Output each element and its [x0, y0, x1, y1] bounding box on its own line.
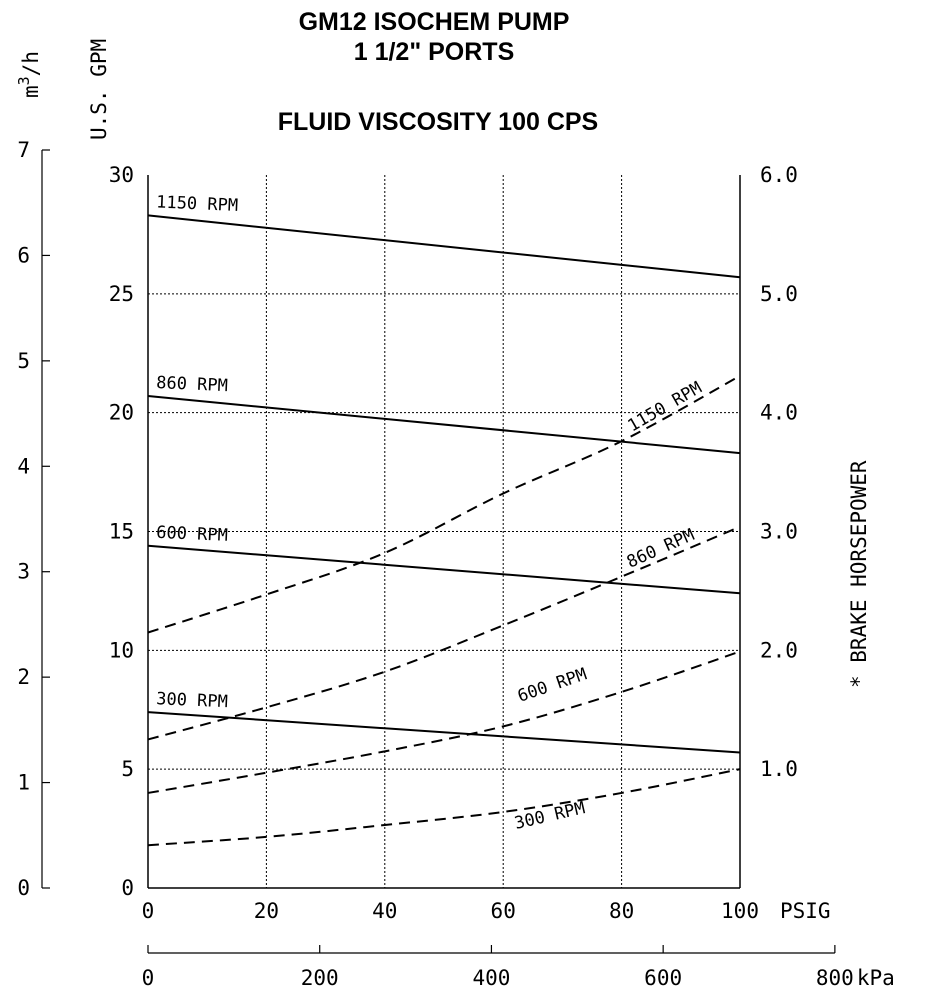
metric-tick-label: 5	[17, 349, 30, 373]
flow-line-1150-rpm	[147, 214, 741, 279]
kpa-unit-label: kPa	[857, 966, 895, 990]
x-tick-label: 20	[254, 899, 279, 923]
y-left-tick-label: 20	[109, 401, 134, 425]
chart-title-line-1: GM12 ISOCHEM PUMP	[299, 8, 570, 36]
y-right-tick-label: 2.0	[760, 638, 798, 662]
chart-title-line-3: FLUID VISCOSITY 100 CPS	[278, 108, 598, 136]
metric-tick-label: 1	[17, 771, 30, 795]
x-tick-label: 40	[372, 899, 397, 923]
metric-tick-label: 7	[17, 138, 30, 162]
chart-title-line-2: 1 1/2" PORTS	[354, 38, 515, 66]
kpa-tick-label: 800	[816, 966, 854, 990]
hp-curve-300-rpm	[147, 768, 741, 847]
x-tick-label: 100	[721, 899, 759, 923]
y-right-tick-label: 5.0	[760, 282, 798, 306]
metric-tick-label: 2	[17, 665, 30, 689]
y-left-tick-label: 5	[121, 757, 134, 781]
x-axis-unit-label: PSIG	[780, 899, 831, 923]
kpa-tick-label: 200	[301, 966, 339, 990]
y-left-tick-label: 15	[109, 520, 134, 544]
y-left-tick-label: 25	[109, 282, 134, 306]
x-tick-label: 80	[609, 899, 634, 923]
data-series	[147, 214, 741, 847]
flow-series-label: 860 RPM	[156, 373, 228, 396]
flow-series-label: 1150 RPM	[156, 192, 239, 216]
y-right-tick-label: 6.0	[760, 163, 798, 187]
kpa-tick-label: 400	[472, 966, 510, 990]
hp-curve-1150-rpm	[147, 374, 741, 634]
y-right-tick-label: 1.0	[760, 757, 798, 781]
series-labels: 1150 RPM 860 RPM 600 RPM 300 RPM 1150 RPM 860…	[156, 192, 706, 833]
x-tick-label: 0	[142, 899, 155, 923]
y-axis-right-label: * BRAKE HORSEPOWER	[847, 460, 871, 688]
kpa-tick-label: 0	[142, 966, 155, 990]
y-left-tick-label: 30	[109, 163, 134, 187]
x-tick-label: 60	[491, 899, 516, 923]
hp-curve-600-rpm	[147, 650, 741, 794]
hp-series-label: 1150 RPM	[625, 378, 706, 436]
flow-line-300-rpm	[147, 711, 741, 754]
y-left-tick-label: 10	[109, 638, 134, 662]
metric-tick-label: 3	[17, 560, 30, 584]
hp-series-label: 600 RPM	[515, 664, 589, 706]
metric-tick-label: 0	[17, 876, 30, 900]
y-left-tick-label: 0	[121, 876, 134, 900]
metric-tick-label: 6	[17, 243, 30, 267]
hp-curve-860-rpm	[147, 525, 741, 741]
y-right-tick-label: 3.0	[760, 520, 798, 544]
y-axis-left-label: U.S. GPM	[87, 39, 111, 140]
hp-series-label: 860 RPM	[624, 525, 698, 572]
kpa-tick-label: 600	[644, 966, 682, 990]
hp-series-label: 300 RPM	[513, 798, 587, 834]
y-axis-metric-label: m3/h	[15, 51, 43, 98]
flow-series-label: 300 RPM	[156, 689, 228, 712]
flow-series-label: 600 RPM	[156, 523, 228, 546]
y-right-tick-label: 4.0	[760, 401, 798, 425]
flow-line-600-rpm	[147, 544, 741, 595]
grid-lines	[148, 175, 740, 888]
flow-line-860-rpm	[147, 395, 741, 455]
metric-tick-label: 4	[17, 454, 30, 478]
